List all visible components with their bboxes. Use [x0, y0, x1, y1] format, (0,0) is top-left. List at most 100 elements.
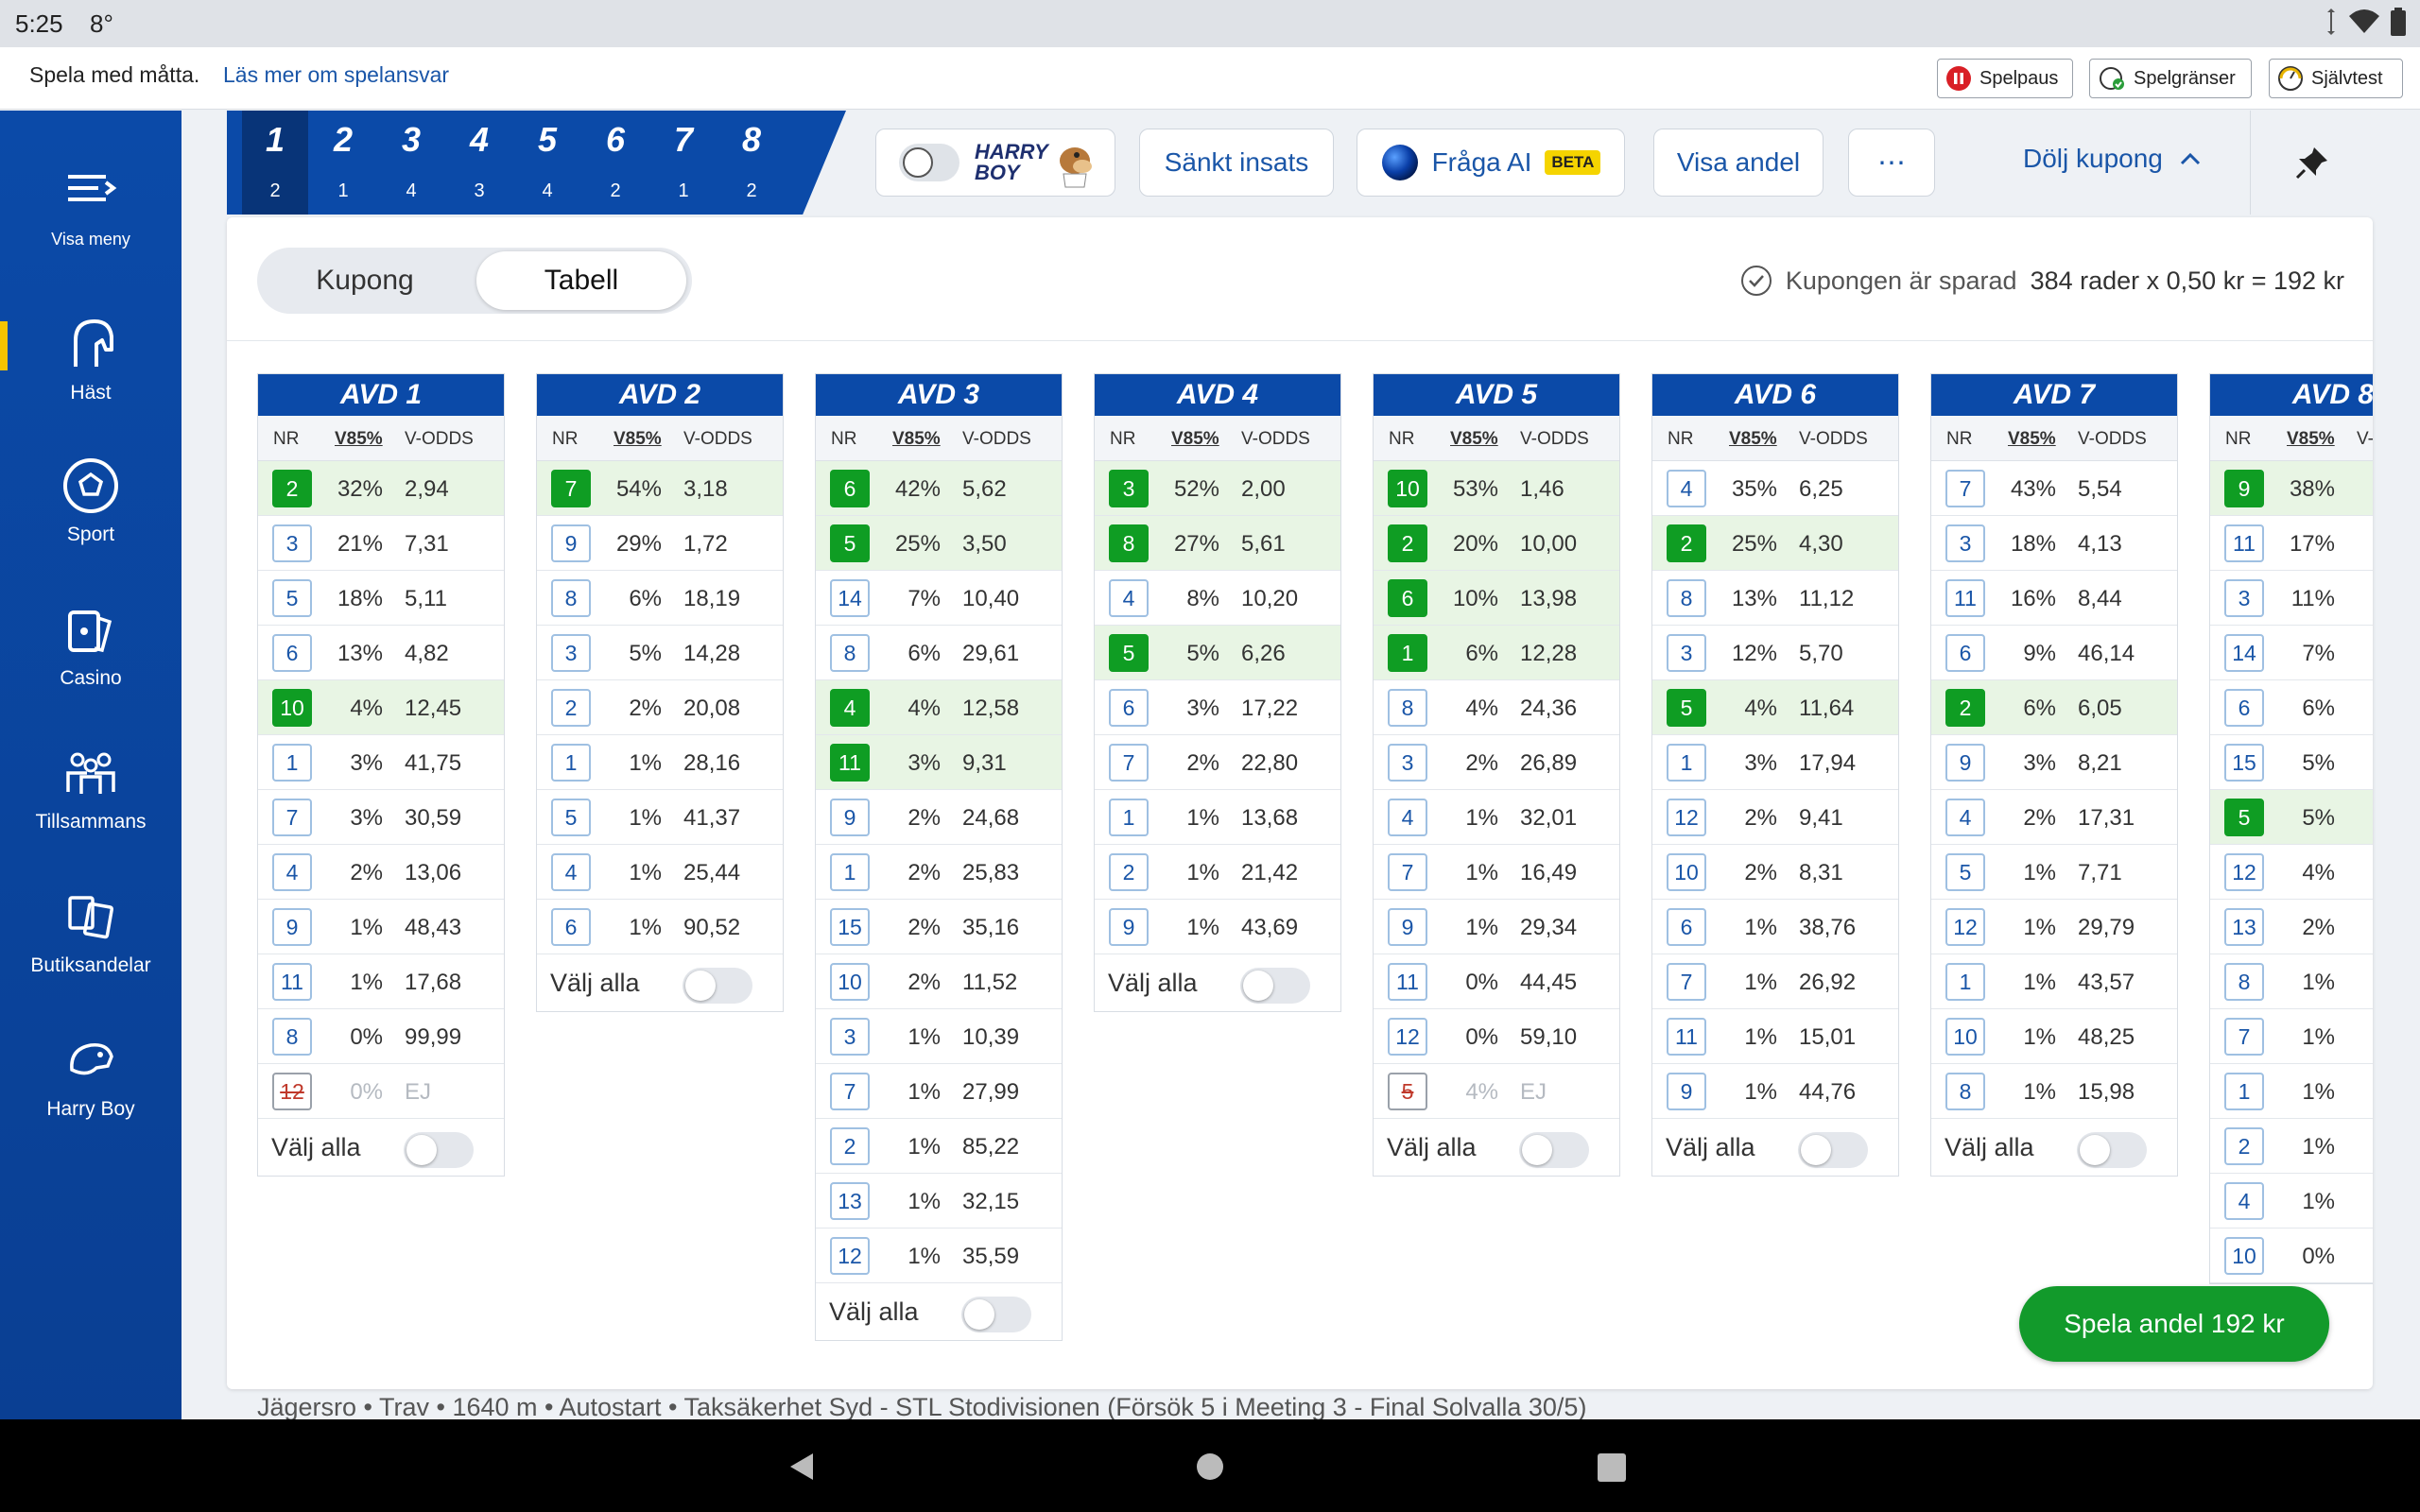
table-row[interactable]: 9 2% 24,68	[816, 790, 1062, 845]
horse-number-button[interactable]: 7	[272, 799, 312, 836]
table-row[interactable]: 1 1%	[2210, 1064, 2373, 1119]
table-row[interactable]: 7 54% 3,18	[537, 461, 783, 516]
horse-number-button[interactable]: 14	[2224, 634, 2264, 672]
horse-number-button[interactable]: 5	[830, 524, 870, 562]
table-row[interactable]: 13 1% 32,15	[816, 1174, 1062, 1228]
more-options-button[interactable]: ⋯	[1848, 129, 1935, 197]
col-vodds[interactable]: V-ODDS	[405, 429, 474, 449]
table-row[interactable]: 2 1%	[2210, 1119, 2373, 1174]
horse-number-button[interactable]: 6	[2224, 689, 2264, 727]
table-row[interactable]: 3 2% 26,89	[1374, 735, 1619, 790]
back-icon[interactable]	[786, 1452, 817, 1482]
table-row[interactable]: 7 1%	[2210, 1009, 2373, 1064]
recents-icon[interactable]	[1598, 1453, 1626, 1482]
horse-number-button[interactable]: 14	[830, 579, 870, 617]
horse-number-button[interactable]: 10	[2224, 1237, 2264, 1275]
table-row[interactable]: 14 7% 10,40	[816, 571, 1062, 626]
table-row[interactable]: 11 3% 9,31	[816, 735, 1062, 790]
horse-number-button[interactable]: 8	[551, 579, 591, 617]
harry-boy-toggle[interactable]: HARRY BOY	[875, 129, 1115, 197]
horse-number-button[interactable]: 3	[1667, 634, 1706, 672]
horse-number-button[interactable]: 11	[1388, 963, 1427, 1001]
horse-number-button[interactable]: 11	[272, 963, 312, 1001]
horse-number-button[interactable]: 2	[551, 689, 591, 727]
table-row[interactable]: 11 1% 17,68	[258, 954, 504, 1009]
horse-number-button[interactable]: 12	[830, 1237, 870, 1275]
table-row[interactable]: 12 1% 29,79	[1931, 900, 2177, 954]
table-row[interactable]: 4 1%	[2210, 1174, 2373, 1228]
horse-number-button[interactable]: 11	[2224, 524, 2264, 562]
col-v85[interactable]: V85%	[2287, 429, 2335, 449]
col-v85[interactable]: V85%	[614, 429, 662, 449]
horse-number-button[interactable]: 3	[272, 524, 312, 562]
sidebar-menu-button[interactable]: Visa meny	[0, 139, 182, 271]
horse-number-button[interactable]: 8	[1388, 689, 1427, 727]
table-row[interactable]: 8 6% 18,19	[537, 571, 783, 626]
horse-number-button[interactable]: 4	[1109, 579, 1149, 617]
table-row[interactable]: 7 2% 22,80	[1095, 735, 1340, 790]
table-row[interactable]: 3 21% 7,31	[258, 516, 504, 571]
horse-number-button[interactable]: 6	[272, 634, 312, 672]
horse-number-button[interactable]: 3	[2224, 579, 2264, 617]
col-nr[interactable]: NR	[1389, 429, 1415, 449]
pin-button[interactable]	[2250, 111, 2373, 215]
col-nr[interactable]: NR	[1946, 429, 1973, 449]
horse-number-button[interactable]: 3	[551, 634, 591, 672]
table-row[interactable]: 7 1% 26,92	[1652, 954, 1898, 1009]
horse-number-button[interactable]: 4	[830, 689, 870, 727]
sidebar-item-harry-boy[interactable]: Harry Boy	[0, 1011, 182, 1143]
table-row[interactable]: 6 13% 4,82	[258, 626, 504, 680]
horse-number-button[interactable]: 8	[1945, 1073, 1985, 1110]
horse-number-button[interactable]: 11	[830, 744, 870, 782]
col-vodds[interactable]: V-ODDS	[962, 429, 1031, 449]
table-row[interactable]: 4 2% 13,06	[258, 845, 504, 900]
horse-number-button[interactable]: 9	[1945, 744, 1985, 782]
horse-number-button[interactable]: 1	[1109, 799, 1149, 836]
table-row[interactable]: 10 4% 12,45	[258, 680, 504, 735]
table-row[interactable]: 6 1% 90,52	[537, 900, 783, 954]
table-row[interactable]: 15 2% 35,16	[816, 900, 1062, 954]
horse-number-button[interactable]: 2	[1388, 524, 1427, 562]
horse-number-button[interactable]: 9	[2224, 470, 2264, 507]
table-row[interactable]: 6 1% 38,76	[1652, 900, 1898, 954]
table-row[interactable]: 2 2% 20,08	[537, 680, 783, 735]
horse-number-button[interactable]: 10	[1388, 470, 1427, 507]
table-row[interactable]: 3 52% 2,00	[1095, 461, 1340, 516]
table-row[interactable]: 12 0% 59,10	[1374, 1009, 1619, 1064]
horse-number-button[interactable]: 2	[1667, 524, 1706, 562]
table-row[interactable]: 13 2%	[2210, 900, 2373, 954]
horse-number-button[interactable]: 1	[1945, 963, 1985, 1001]
horse-number-button[interactable]: 5	[2224, 799, 2264, 836]
table-row[interactable]: 5 18% 5,11	[258, 571, 504, 626]
horse-number-button[interactable]: 1	[2224, 1073, 2264, 1110]
horse-number-button[interactable]: 12	[1388, 1018, 1427, 1056]
table-row[interactable]: 11 1% 15,01	[1652, 1009, 1898, 1064]
horse-number-button[interactable]: 4	[1945, 799, 1985, 836]
table-row[interactable]: 4 4% 12,58	[816, 680, 1062, 735]
valj-alla-toggle[interactable]	[683, 968, 752, 1004]
col-vodds[interactable]: V-ODDS	[1799, 429, 1868, 449]
col-vodds[interactable]: V-ODDS	[1241, 429, 1310, 449]
table-row[interactable]: 11 16% 8,44	[1931, 571, 2177, 626]
table-row[interactable]: 1 1% 43,57	[1931, 954, 2177, 1009]
table-row[interactable]: 5 5%	[2210, 790, 2373, 845]
horse-number-button[interactable]: 7	[1388, 853, 1427, 891]
col-vodds[interactable]: V-ODDS	[2357, 429, 2373, 449]
sidebar-item-butiksandelar[interactable]: Butiksandelar	[0, 868, 182, 1000]
col-v85[interactable]: V85%	[1171, 429, 1219, 449]
table-row[interactable]: 5 4% 11,64	[1652, 680, 1898, 735]
horse-number-button[interactable]: 7	[1667, 963, 1706, 1001]
horse-number-button[interactable]: 7	[830, 1073, 870, 1110]
table-row[interactable]: 3 11%	[2210, 571, 2373, 626]
table-row[interactable]: 8 1%	[2210, 954, 2373, 1009]
table-row[interactable]: 5 4% EJ	[1374, 1064, 1619, 1119]
table-row[interactable]: 10 1% 48,25	[1931, 1009, 2177, 1064]
table-row[interactable]: 7 3% 30,59	[258, 790, 504, 845]
horse-number-button[interactable]: 9	[830, 799, 870, 836]
col-v85[interactable]: V85%	[1729, 429, 1777, 449]
